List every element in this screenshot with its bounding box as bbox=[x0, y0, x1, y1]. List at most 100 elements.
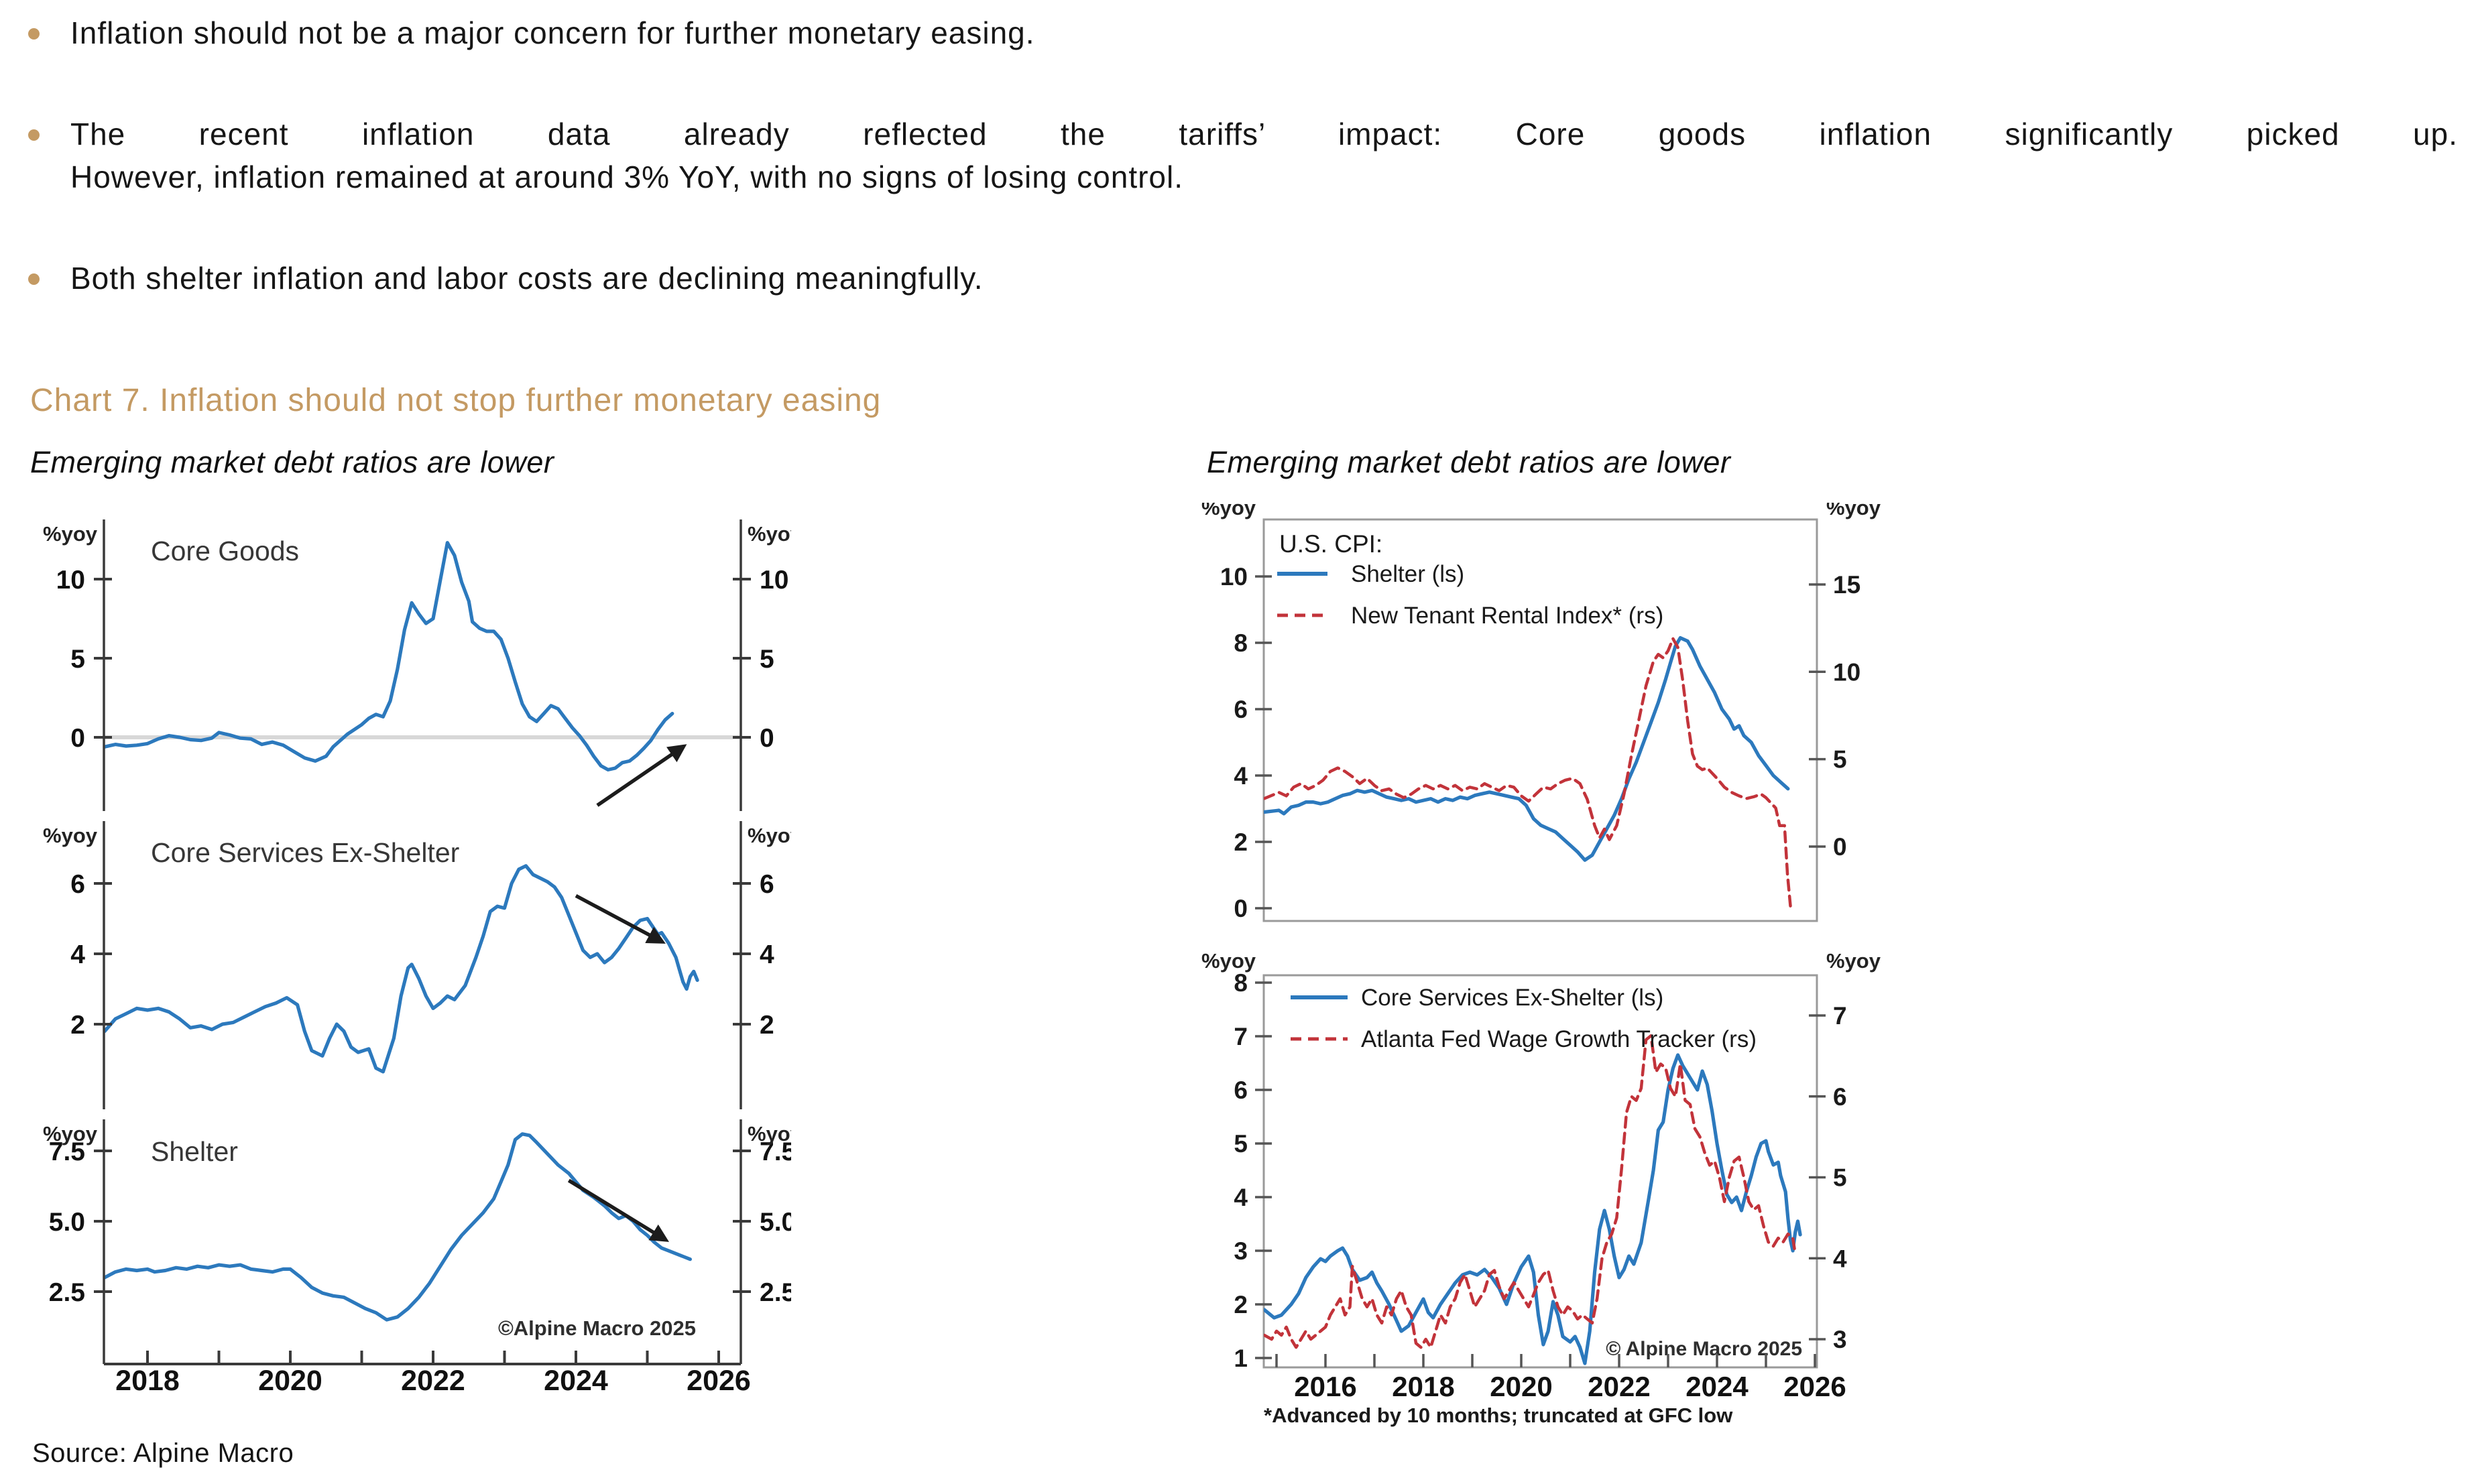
y-tick-label: 7.5 bbox=[760, 1137, 791, 1166]
y-tick-label: 10 bbox=[56, 566, 85, 595]
bullet-list: Inflation should not be a major concern … bbox=[28, 12, 2458, 359]
trend-arrow bbox=[575, 893, 666, 944]
chart-title: Chart 7. Inflation should not stop furth… bbox=[30, 383, 882, 418]
y-tick-label: 0 bbox=[1833, 833, 1847, 861]
y-tick-label: 7 bbox=[1833, 1002, 1847, 1030]
bullet-item: Both shelter inflation and labor costs a… bbox=[28, 257, 2458, 300]
plot-box bbox=[1262, 518, 1818, 922]
series-core-services-ex-shelter bbox=[104, 864, 699, 1074]
y-tick-label: 6 bbox=[760, 870, 774, 899]
y-tick-label: 0 bbox=[1234, 895, 1248, 922]
y-tick-label: 10 bbox=[1220, 563, 1248, 591]
series-core-services-ex-shelter-ls bbox=[1264, 1053, 1802, 1365]
legend-label-new-tenant-rental-index-rs: New Tenant Rental Index* (rs) bbox=[1351, 603, 1663, 629]
y-tick-label: 2 bbox=[1234, 1291, 1248, 1318]
x-tick-label: 2020 bbox=[1490, 1371, 1552, 1402]
y-tick-label: 2 bbox=[1234, 828, 1248, 856]
unit-label: %yoy bbox=[43, 522, 98, 546]
bullet-line: The recent inflation data already reflec… bbox=[70, 117, 2458, 152]
y-tick-label: 8 bbox=[1234, 629, 1248, 657]
legend-label-core-services-ex-shelter-ls: Core Services Ex-Shelter (ls) bbox=[1361, 985, 1663, 1011]
unit-label: %yoy bbox=[748, 522, 791, 546]
bullet-line: Inflation should not be a major concern … bbox=[70, 15, 1035, 50]
right-panel-subtitle: Emerging market debt ratios are lower bbox=[1207, 445, 1731, 479]
subchart-title: Shelter bbox=[151, 1136, 238, 1167]
y-tick-label: 10 bbox=[1833, 658, 1860, 686]
y-tick-label: 5 bbox=[70, 645, 85, 674]
x-tick-label: 2022 bbox=[1588, 1371, 1650, 1402]
y-tick-label: 5 bbox=[1833, 1164, 1847, 1192]
source-note: Source: Alpine Macro bbox=[32, 1438, 294, 1468]
unit-label: %yoy bbox=[1201, 503, 1256, 519]
bullet-icon bbox=[28, 129, 40, 141]
chart-us-cpi-shelter-vs-new-tenant-rental-index: 0 2 4 6 8 10 0 5 10 15 %yoy %yoy U.S. CPI: Shelter (l… bbox=[1201, 503, 1881, 922]
x-tick-label: 2020 bbox=[258, 1365, 322, 1397]
subchart-title: Core Services Ex-Shelter bbox=[151, 837, 459, 868]
legend-label-shelter-ls: Shelter (ls) bbox=[1351, 561, 1464, 587]
y-tick-label: 7 bbox=[1234, 1023, 1248, 1050]
series-atlanta-fed-wage-growth-tracker-rs bbox=[1264, 1034, 1797, 1349]
left-figure: 0 5 10 0 5 10 %yoy %yoy Core Goods 2 4 6 2 4 6 %yoy %yoy… bbox=[43, 519, 791, 1397]
plot-box bbox=[1262, 974, 1818, 1369]
unit-label: %yoy bbox=[748, 824, 791, 847]
left-panel-subtitle: Emerging market debt ratios are lower bbox=[30, 445, 554, 479]
x-tick-label: 2018 bbox=[1392, 1371, 1454, 1402]
copyright-watermark: © Alpine Macro 2025 bbox=[1606, 1338, 1802, 1360]
y-tick-label: 5 bbox=[760, 645, 774, 674]
x-tick-label: 2018 bbox=[115, 1365, 180, 1397]
bullet-icon bbox=[28, 28, 40, 40]
x-tick-label: 2026 bbox=[1783, 1371, 1846, 1402]
series-shelter bbox=[104, 1132, 692, 1322]
y-tick-label: 5.0 bbox=[49, 1208, 85, 1237]
y-tick-label: 15 bbox=[1833, 571, 1860, 599]
copyright-watermark: ©Alpine Macro 2025 bbox=[498, 1316, 696, 1340]
subchart-title: Core Goods bbox=[151, 536, 299, 566]
bullet-line: Both shelter inflation and labor costs a… bbox=[70, 261, 984, 296]
unit-label: %yoy bbox=[43, 824, 98, 847]
bullet-item: Inflation should not be a major concern … bbox=[28, 12, 2458, 54]
legend-label-atlanta-fed-wage-growth-tracker-rs: Atlanta Fed Wage Growth Tracker (rs) bbox=[1361, 1026, 1757, 1052]
legend-heading: U.S. CPI: bbox=[1279, 530, 1382, 558]
bullet-line: However, inflation remained at around 3%… bbox=[70, 159, 1184, 194]
bullet-text: The recent inflation data already reflec… bbox=[70, 113, 2458, 198]
y-tick-label: 0 bbox=[760, 724, 774, 753]
y-tick-label: 6 bbox=[1833, 1083, 1847, 1111]
bullet-text: Both shelter inflation and labor costs a… bbox=[70, 257, 2458, 300]
y-tick-label: 7.5 bbox=[49, 1137, 85, 1166]
y-tick-label: 6 bbox=[1234, 1076, 1248, 1104]
chart-core-services-ex-shelter: 2 4 6 2 4 6 %yoy %yoy Core Services Ex-Shelter bbox=[43, 821, 791, 1109]
bullet-text: Inflation should not be a major concern … bbox=[70, 12, 2458, 54]
chart-footnote: *Advanced by 10 months; truncated at GFC… bbox=[1264, 1404, 1733, 1427]
y-tick-label: 3 bbox=[1234, 1237, 1248, 1265]
unit-label: %yoy bbox=[43, 1122, 98, 1146]
y-tick-label: 4 bbox=[70, 940, 85, 969]
trend-arrow bbox=[596, 744, 687, 807]
series-shelter-ls bbox=[1264, 636, 1790, 862]
y-tick-label: 2.5 bbox=[760, 1278, 791, 1307]
y-tick-label: 5 bbox=[1833, 746, 1847, 774]
x-tick-label: 2026 bbox=[687, 1365, 751, 1397]
unit-label: %yoy bbox=[1826, 503, 1881, 519]
bullet-icon bbox=[28, 273, 40, 286]
y-tick-label: 2 bbox=[760, 1011, 774, 1040]
trend-arrow bbox=[567, 1178, 669, 1242]
y-tick-label: 5 bbox=[1234, 1130, 1248, 1158]
series-new-tenant-rental-index-rs bbox=[1264, 637, 1792, 908]
y-tick-label: 1 bbox=[1234, 1345, 1248, 1372]
y-tick-label: 3 bbox=[1833, 1326, 1847, 1353]
chart-core-services-vs-atlanta-fed-wage-growth: 1 2 3 4 5 6 7 8 3 4 5 6 7 %yoy %yoy Core Services Ex-Sh… bbox=[1201, 949, 1881, 1427]
y-tick-label: 0 bbox=[70, 724, 85, 753]
x-tick-label: 2022 bbox=[401, 1365, 465, 1397]
y-tick-label: 5.0 bbox=[760, 1208, 791, 1237]
chart-shelter: 2.55.07.52.55.07.5%yoy%yoyShelter©Alpine… bbox=[43, 1119, 791, 1397]
unit-label: %yoy bbox=[1826, 949, 1881, 973]
y-tick-label: 6 bbox=[1234, 696, 1248, 723]
series-core-goods bbox=[104, 541, 674, 771]
unit-label: %yoy bbox=[748, 1122, 791, 1146]
y-tick-label: 8 bbox=[1234, 969, 1248, 997]
x-tick-label: 2024 bbox=[544, 1365, 608, 1397]
unit-label: %yoy bbox=[1201, 949, 1256, 973]
y-tick-label: 6 bbox=[70, 870, 85, 899]
y-tick-label: 2.5 bbox=[49, 1278, 85, 1307]
